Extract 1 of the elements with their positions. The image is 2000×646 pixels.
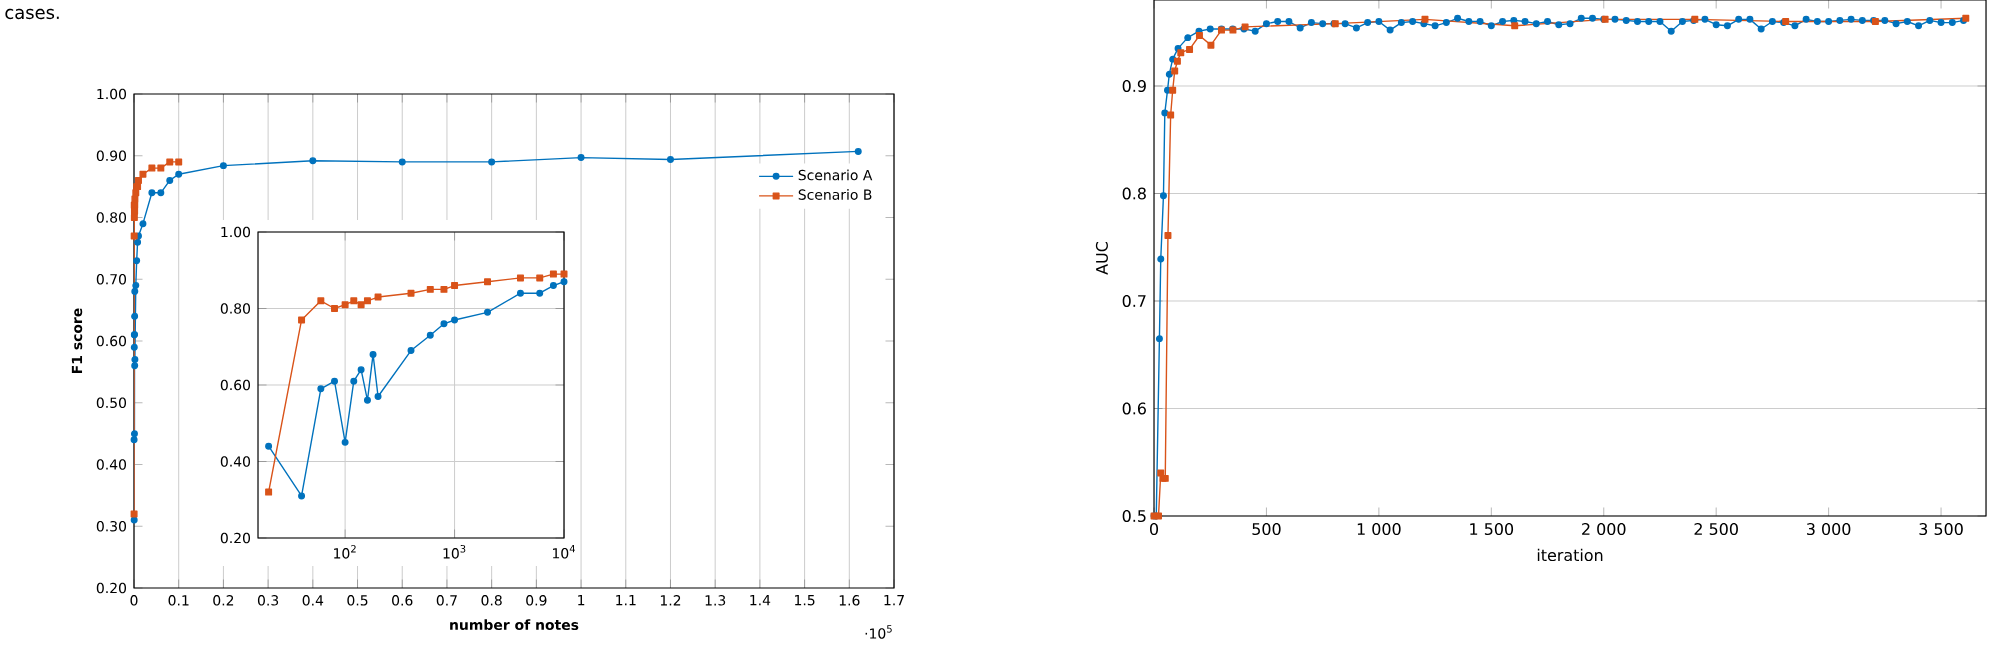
text: cases. (5, 8, 59, 20)
